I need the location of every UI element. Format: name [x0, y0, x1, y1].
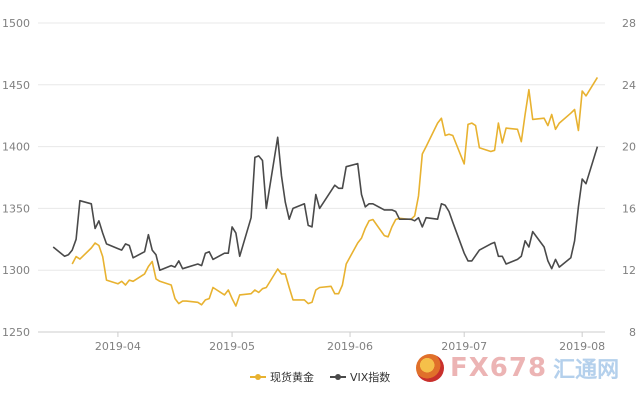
x-tick-label: 2019-07: [441, 340, 487, 353]
y-left-tick-label: 1500: [2, 17, 30, 30]
x-tick-label: 2019-08: [559, 340, 605, 353]
series-lines: [52, 76, 599, 307]
y-right-tick-label: 12: [622, 264, 636, 277]
legend-item-gold[interactable]: 现货黄金: [250, 369, 314, 385]
legend: 现货黄金 VIX指数: [250, 369, 406, 385]
x-tick-label: 2019-04: [95, 340, 141, 353]
series-line-gold: [71, 76, 599, 307]
y-right-tick-label: 24: [622, 79, 636, 92]
legend-item-vix[interactable]: VIX指数: [330, 369, 390, 385]
series-line-vix: [52, 136, 599, 272]
gridlines: [38, 22, 605, 333]
left-axis-ticks: 1250 1300 1350 1400 1450 1500: [2, 17, 30, 339]
y-left-tick-label: 1250: [2, 326, 30, 339]
right-axis-ticks: 8 12 16 20 24 28: [622, 17, 636, 339]
legend-swatch-vix: [330, 372, 346, 382]
x-tick-label: 2019-06: [327, 340, 373, 353]
watermark-logo-icon: [416, 354, 444, 382]
y-right-tick-label: 20: [622, 141, 636, 154]
watermark: FX678 汇通网: [416, 346, 626, 390]
watermark-text-cn: 汇通网: [553, 358, 620, 383]
y-left-tick-label: 1400: [2, 141, 30, 154]
x-axis: 2019-04 2019-05 2019-06 2019-07 2019-08: [95, 332, 605, 353]
legend-label-vix: VIX指数: [350, 371, 391, 384]
watermark-text: FX678: [450, 353, 548, 383]
y-right-tick-label: 16: [622, 202, 636, 215]
legend-label-gold: 现货黄金: [270, 371, 314, 384]
x-tick-label: 2019-05: [209, 340, 255, 353]
y-right-tick-label: 8: [629, 326, 636, 339]
y-left-tick-label: 1450: [2, 79, 30, 92]
legend-swatch-gold: [250, 372, 266, 382]
y-left-tick-label: 1350: [2, 202, 30, 215]
y-left-tick-label: 1300: [2, 264, 30, 277]
y-right-tick-label: 28: [622, 17, 636, 30]
